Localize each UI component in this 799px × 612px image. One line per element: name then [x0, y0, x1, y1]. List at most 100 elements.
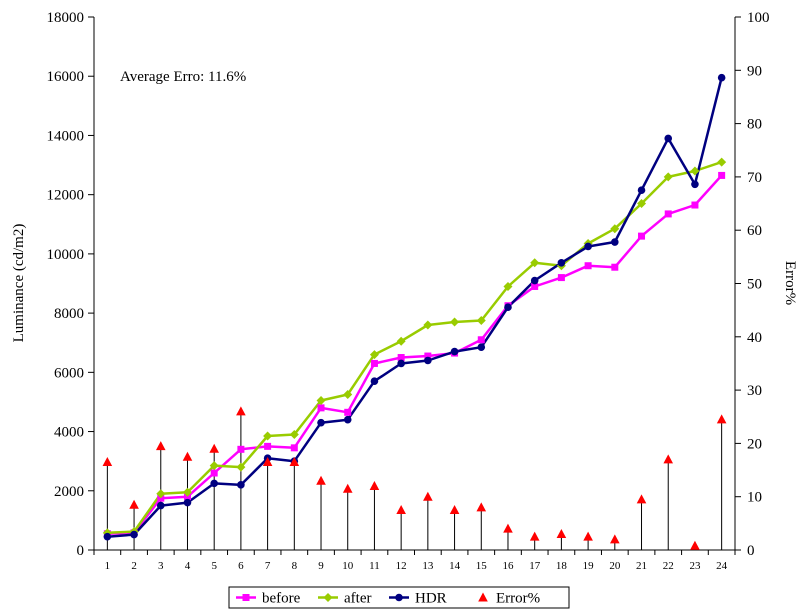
data-point-hdr — [210, 479, 218, 488]
legend-label-error: Error% — [496, 591, 540, 607]
data-point-hdr — [183, 498, 192, 507]
data-point-before — [397, 354, 405, 362]
data-point-before — [691, 201, 699, 209]
data-point-after — [343, 390, 353, 400]
x-tick-label: 6 — [238, 560, 244, 572]
y-left-tick-label: 8000 — [54, 306, 84, 322]
legend-label-before: before — [262, 591, 301, 607]
data-point-after — [610, 224, 620, 234]
x-tick-label: 4 — [185, 560, 191, 572]
average-error-annotation: Average Erro: 11.6% — [120, 69, 246, 85]
data-point-hdr — [477, 343, 486, 351]
x-tick-label: 21 — [636, 560, 647, 572]
data-point-hdr — [584, 242, 592, 251]
data-point-error — [182, 451, 193, 461]
legend-label-after: after — [344, 591, 371, 607]
data-point-hdr — [237, 481, 245, 489]
data-point-error — [289, 457, 300, 467]
x-tick-label: 8 — [292, 560, 298, 572]
data-point-before — [210, 469, 218, 477]
data-point-hdr — [717, 73, 726, 82]
data-point-after — [263, 431, 273, 441]
data-point-after — [316, 395, 326, 405]
x-tick-label: 7 — [265, 560, 271, 572]
data-point-hdr — [343, 415, 352, 424]
y-right-tick-label: 40 — [747, 330, 762, 346]
data-point-before — [264, 442, 272, 450]
x-tick-label: 13 — [422, 560, 434, 572]
y-right-tick-label: 80 — [747, 117, 762, 133]
data-point-before — [584, 262, 592, 270]
x-tick-label: 16 — [502, 560, 514, 572]
y-left-tick-label: 6000 — [54, 365, 84, 381]
legend-swatch-marker-hdr — [395, 593, 403, 602]
axes — [88, 16, 741, 555]
x-tick-label: 9 — [318, 560, 324, 572]
data-point-error — [236, 406, 246, 416]
data-point-error — [342, 483, 353, 493]
series-lines — [107, 77, 723, 538]
data-point-error — [503, 523, 513, 533]
x-tick-label: 17 — [529, 560, 541, 572]
data-point-error — [716, 414, 727, 424]
x-tick-label: 5 — [211, 560, 217, 572]
data-point-before — [290, 444, 298, 452]
x-tick-label: 1 — [105, 560, 111, 572]
data-point-error — [610, 534, 620, 544]
x-tick-label: 11 — [369, 560, 380, 572]
data-point-after — [423, 320, 433, 330]
y-left-tick-label: 18000 — [47, 10, 85, 26]
data-point-before — [611, 263, 619, 271]
y-right-tick-label: 20 — [747, 436, 762, 452]
data-point-error — [316, 475, 326, 485]
x-tick-label: 10 — [342, 560, 354, 572]
data-point-after — [530, 258, 540, 268]
data-point-hdr — [130, 530, 138, 539]
data-point-hdr — [370, 377, 379, 386]
data-point-after — [690, 166, 700, 176]
data-point-before — [557, 274, 565, 282]
y-right-tick-label: 50 — [747, 277, 762, 293]
y-axis-right-title: Error% — [782, 261, 798, 305]
legend-label-hdr: HDR — [415, 591, 447, 607]
data-point-before — [718, 171, 726, 179]
data-point-hdr — [611, 238, 619, 246]
y-left-tick-label: 14000 — [47, 128, 85, 144]
series-markers — [102, 73, 727, 550]
y-right-tick-label: 0 — [747, 543, 755, 559]
y-right-tick-label: 60 — [747, 223, 762, 239]
y-right-tick-label: 70 — [747, 170, 762, 186]
data-point-before — [424, 352, 432, 360]
data-point-after — [476, 316, 486, 326]
x-tick-label: 14 — [449, 560, 461, 572]
data-point-after — [156, 489, 166, 499]
data-point-before — [664, 210, 672, 218]
data-point-after — [369, 350, 379, 360]
data-point-after — [182, 487, 192, 497]
y-left-tick-label: 10000 — [47, 247, 85, 263]
data-point-hdr — [691, 180, 699, 189]
y-left-tick-label: 4000 — [54, 425, 84, 441]
data-point-before — [370, 359, 378, 367]
x-tick-label: 20 — [609, 560, 621, 572]
y-right-tick-label: 90 — [747, 63, 762, 79]
x-tick-label: 2 — [131, 560, 137, 572]
y-left-tick-label: 16000 — [47, 69, 85, 85]
data-point-hdr — [530, 276, 539, 285]
y-left-tick-label: 2000 — [54, 484, 84, 500]
y-right-tick-label: 30 — [747, 383, 762, 399]
data-point-hdr — [103, 532, 112, 541]
x-tick-label: 3 — [158, 560, 164, 572]
data-point-before — [237, 445, 245, 453]
data-point-after — [236, 462, 246, 472]
data-point-error — [556, 529, 567, 539]
data-point-before — [344, 408, 352, 416]
y-right-tick-label: 100 — [747, 10, 770, 26]
data-point-after — [396, 336, 406, 346]
data-point-error — [102, 457, 113, 467]
data-point-hdr — [317, 418, 325, 427]
legend: before after HDR Error% — [228, 586, 570, 609]
data-point-hdr — [156, 501, 165, 510]
